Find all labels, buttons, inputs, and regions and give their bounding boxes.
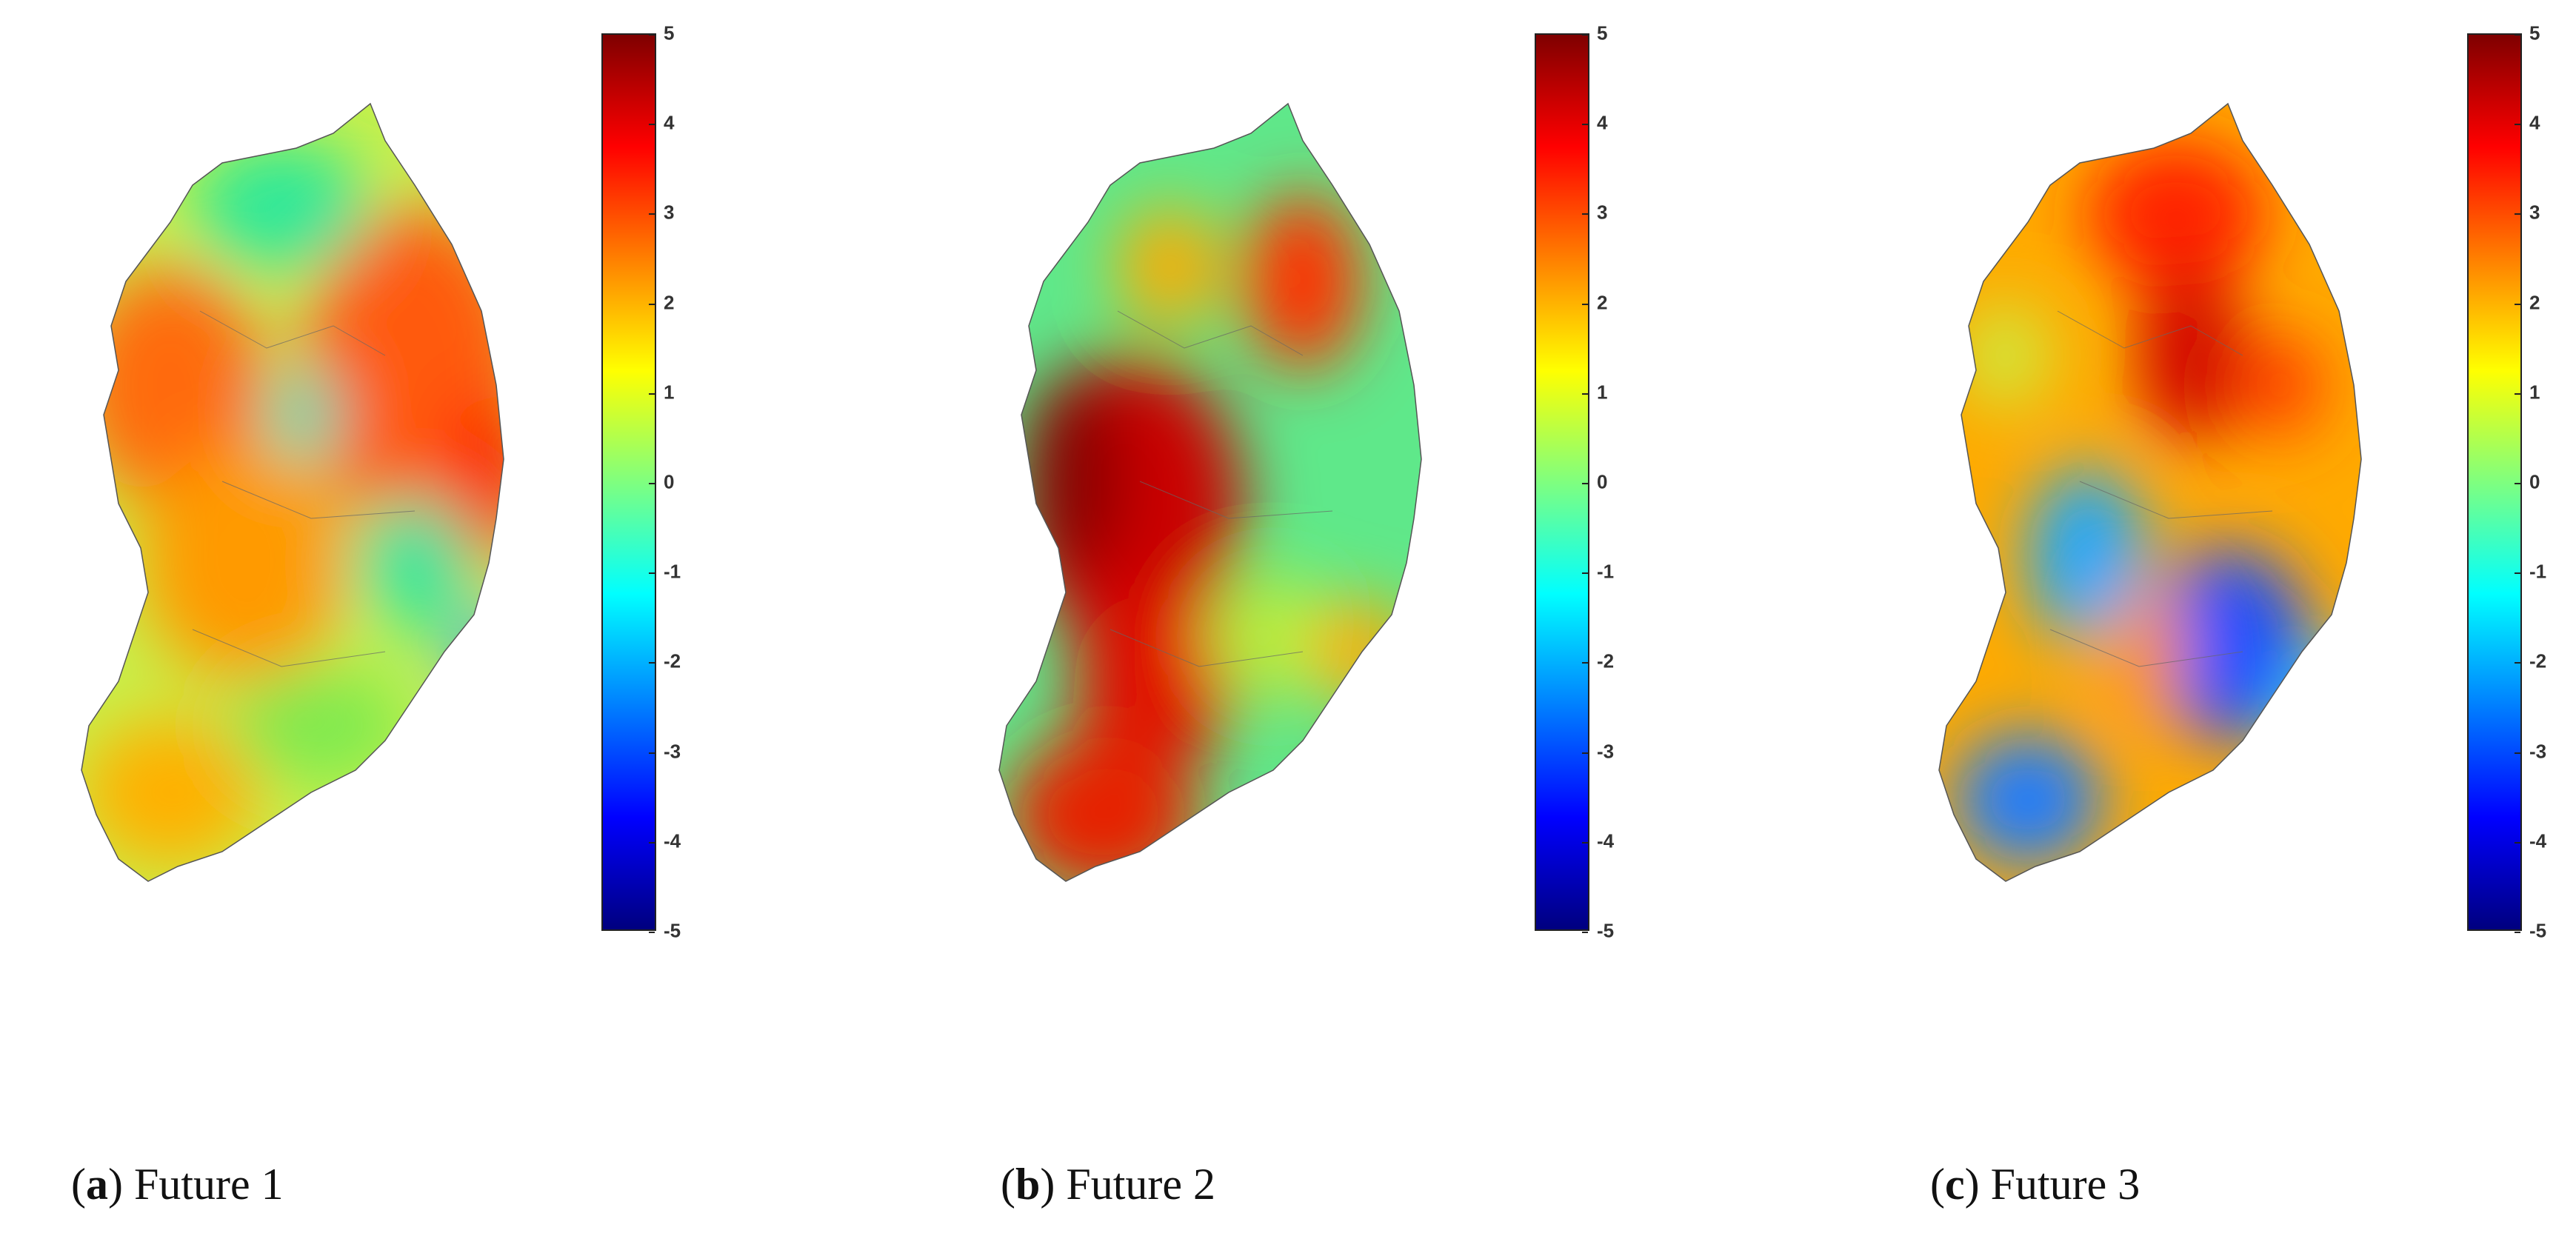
colorbar-tick-mark xyxy=(649,662,655,664)
panel-future-3: 5 4 3 2 1 0 -1 -2 -3 -4 -5 (c) Future 3 xyxy=(1717,0,2575,1236)
colorbar-tick-mark xyxy=(2515,483,2520,484)
colorbar-tick-mark xyxy=(649,34,655,36)
colorbar-tick-label: -1 xyxy=(664,560,681,583)
colorbar-tick-mark xyxy=(2515,392,2520,395)
colorbar-tick-mark xyxy=(649,841,655,844)
colorbar-tick-label: -3 xyxy=(664,740,681,763)
colorbar-tick-label: 4 xyxy=(664,111,675,134)
caption-close-paren: ) xyxy=(107,1160,134,1209)
colorbar-tick-mark xyxy=(2515,124,2520,126)
caption-title: Future 2 xyxy=(1066,1160,1215,1209)
colorbar-tick-label: -5 xyxy=(664,919,681,942)
colorbar-tick-label: -1 xyxy=(1597,560,1615,583)
colorbar-tick-mark xyxy=(1582,662,1588,664)
colorbar-tick-label: 5 xyxy=(2529,21,2540,44)
colorbar-tick-mark xyxy=(1582,34,1588,36)
colorbar-tick-label: 5 xyxy=(1597,21,1608,44)
colorbar-tick-label: 1 xyxy=(1597,381,1608,404)
colorbar-tick-label: 0 xyxy=(2529,470,2540,493)
colorbar-tick-mark xyxy=(649,572,655,575)
colorbar xyxy=(601,33,656,933)
colorbar-tick-label: -4 xyxy=(1597,829,1615,852)
korea-map-future-3 xyxy=(1938,102,2362,882)
colorbar-tick-mark xyxy=(2515,662,2520,664)
colorbar-tick-label: 1 xyxy=(664,381,675,404)
colorbar-tick-mark xyxy=(1582,932,1588,933)
colorbar-tick-mark xyxy=(1582,572,1588,575)
caption-open-paren: ( xyxy=(71,1160,86,1209)
colorbar-tick-mark xyxy=(1582,841,1588,844)
colorbar-tick-mark xyxy=(649,392,655,395)
colorbar-tick-label: -1 xyxy=(2529,560,2547,583)
colorbar-tick-mark xyxy=(1582,124,1588,126)
colorbar-ticks: 5 4 3 2 1 0 -1 -2 -3 -4 -5 xyxy=(1597,22,1641,942)
colorbar-tick-label: 5 xyxy=(664,21,675,44)
colorbar-tick-mark xyxy=(649,213,655,216)
panel-future-2: 5 4 3 2 1 0 -1 -2 -3 -4 -5 (b) Future 2 xyxy=(858,0,1717,1236)
colorbar-tick-mark xyxy=(649,932,655,933)
colorbar-tick-label: -2 xyxy=(664,649,681,672)
colorbar-tick-label: -3 xyxy=(1597,740,1615,763)
caption-letter: c xyxy=(1944,1160,1965,1209)
colorbar-tick-label: 0 xyxy=(1597,470,1608,493)
colorbar-tick-label: 2 xyxy=(2529,291,2540,314)
korea-map-future-2 xyxy=(998,102,1422,882)
colorbar-tick-label: -2 xyxy=(1597,649,1615,672)
colorbar-tick-label: -5 xyxy=(2529,919,2547,942)
colorbar-tick-label: 3 xyxy=(664,201,675,224)
colorbar-tick-mark xyxy=(649,303,655,305)
colorbar-tick-mark xyxy=(1582,303,1588,305)
colorbar-tick-mark xyxy=(2515,752,2520,754)
colorbar-tick-label: -4 xyxy=(664,829,681,852)
colorbar xyxy=(2467,33,2522,933)
colorbar-tick-label: 0 xyxy=(664,470,675,493)
caption-title: Future 1 xyxy=(133,1160,284,1209)
caption-letter: b xyxy=(1015,1160,1041,1209)
colorbar-tick-label: 2 xyxy=(664,291,675,314)
colorbar-ticks: 5 4 3 2 1 0 -1 -2 -3 -4 -5 xyxy=(2529,22,2574,942)
colorbar-tick-label: 2 xyxy=(1597,291,1608,314)
colorbar-tick-mark xyxy=(2515,303,2520,305)
caption-letter: a xyxy=(85,1160,108,1209)
caption-future-2: (b) Future 2 xyxy=(1001,1159,1215,1210)
colorbar-tick-mark xyxy=(1582,752,1588,754)
colorbar-tick-mark xyxy=(1582,392,1588,395)
colorbar-tick-mark xyxy=(2515,213,2520,216)
colorbar-tick-label: 4 xyxy=(1597,111,1608,134)
colorbar-tick-label: -5 xyxy=(1597,919,1615,942)
caption-open-paren: ( xyxy=(1930,1160,1945,1209)
colorbar-tick-mark xyxy=(649,483,655,484)
colorbar-tick-label: 3 xyxy=(1597,201,1608,224)
caption-open-paren: ( xyxy=(1001,1160,1015,1209)
colorbar xyxy=(1535,33,1589,933)
colorbar-tick-mark xyxy=(2515,932,2520,933)
colorbar-tick-mark xyxy=(2515,841,2520,844)
caption-title: Future 3 xyxy=(1990,1160,2140,1209)
colorbar-tick-label: -4 xyxy=(2529,829,2547,852)
colorbar-tick-label: -3 xyxy=(2529,740,2547,763)
colorbar-tick-mark xyxy=(649,752,655,754)
colorbar-tick-label: 3 xyxy=(2529,201,2540,224)
caption-future-1: (a) Future 1 xyxy=(71,1159,284,1210)
caption-close-paren: ) xyxy=(1964,1160,1991,1209)
caption-future-3: (c) Future 3 xyxy=(1930,1159,2140,1210)
colorbar-tick-mark xyxy=(1582,483,1588,484)
caption-close-paren: ) xyxy=(1040,1160,1067,1209)
korea-map-future-1 xyxy=(81,102,504,882)
panel-future-1: 5 4 3 2 1 0 -1 -2 -3 -4 -5 (a) Future 1 xyxy=(0,0,858,1236)
colorbar-tick-label: 4 xyxy=(2529,111,2540,134)
colorbar-tick-mark xyxy=(1582,213,1588,216)
colorbar-tick-label: 1 xyxy=(2529,381,2540,404)
colorbar-tick-label: -2 xyxy=(2529,649,2547,672)
colorbar-tick-mark xyxy=(649,124,655,126)
colorbar-tick-mark xyxy=(2515,34,2520,36)
colorbar-tick-mark xyxy=(2515,572,2520,575)
colorbar-ticks: 5 4 3 2 1 0 -1 -2 -3 -4 -5 xyxy=(664,22,708,942)
